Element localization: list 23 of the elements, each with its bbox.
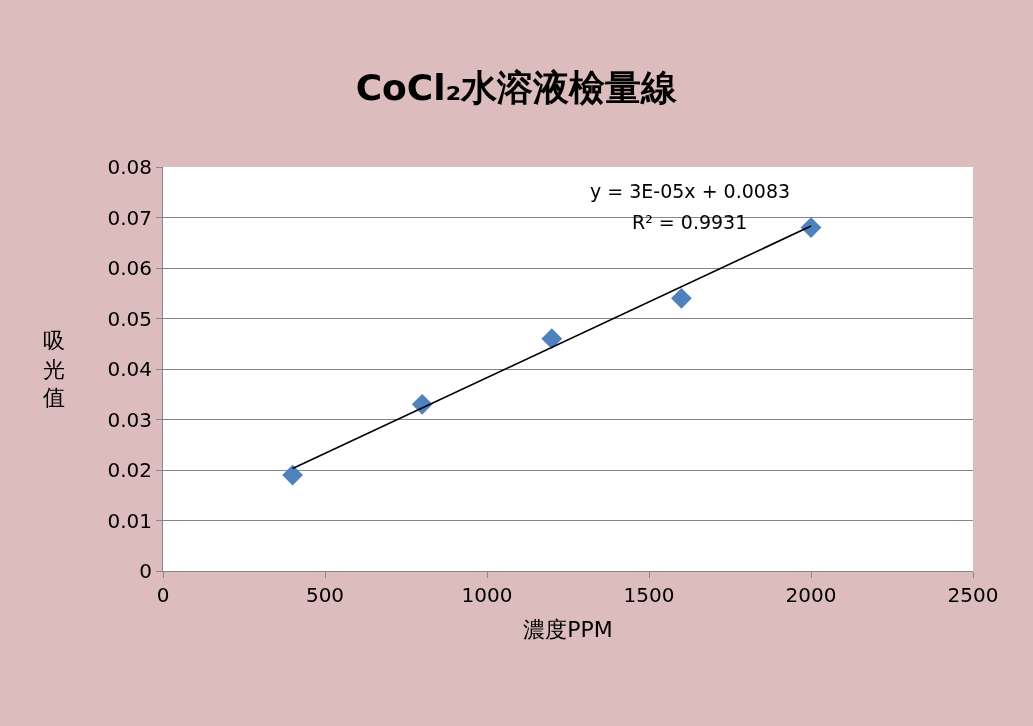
x-tick-label: 0 — [156, 583, 170, 607]
y-tick-label: 0.06 — [107, 256, 152, 280]
x-axis-title: 濃度PPM — [523, 616, 613, 642]
point — [671, 287, 692, 309]
y-tick-label: 0.02 — [107, 458, 152, 482]
x-tick-label: 1000 — [461, 583, 513, 607]
y-tick-label: 0.08 — [107, 155, 152, 179]
annotation: y = 3E-05x + 0.0083 — [590, 180, 791, 202]
y-tick-label: 0.04 — [107, 357, 152, 381]
point — [541, 328, 563, 350]
x-tick-label: 2500 — [947, 583, 999, 607]
annotation: R² = 0.9931 — [632, 211, 748, 233]
y-tick-label: 0.03 — [107, 407, 152, 432]
y-tick-label: 0.05 — [107, 306, 152, 331]
x-tick-label: 1500 — [623, 583, 675, 607]
y-tick-label: 0.01 — [107, 508, 152, 533]
point — [282, 464, 303, 486]
y-tick-label: 0 — [139, 559, 152, 583]
x-tick-label: 2000 — [785, 583, 837, 607]
y-axis-title: 吸光值 — [43, 328, 65, 411]
y-tick-label: 0.07 — [107, 205, 152, 230]
x-tick-label: 500 — [305, 583, 345, 607]
chart-title: CoCl₂水溶液檢量線 — [355, 66, 679, 108]
